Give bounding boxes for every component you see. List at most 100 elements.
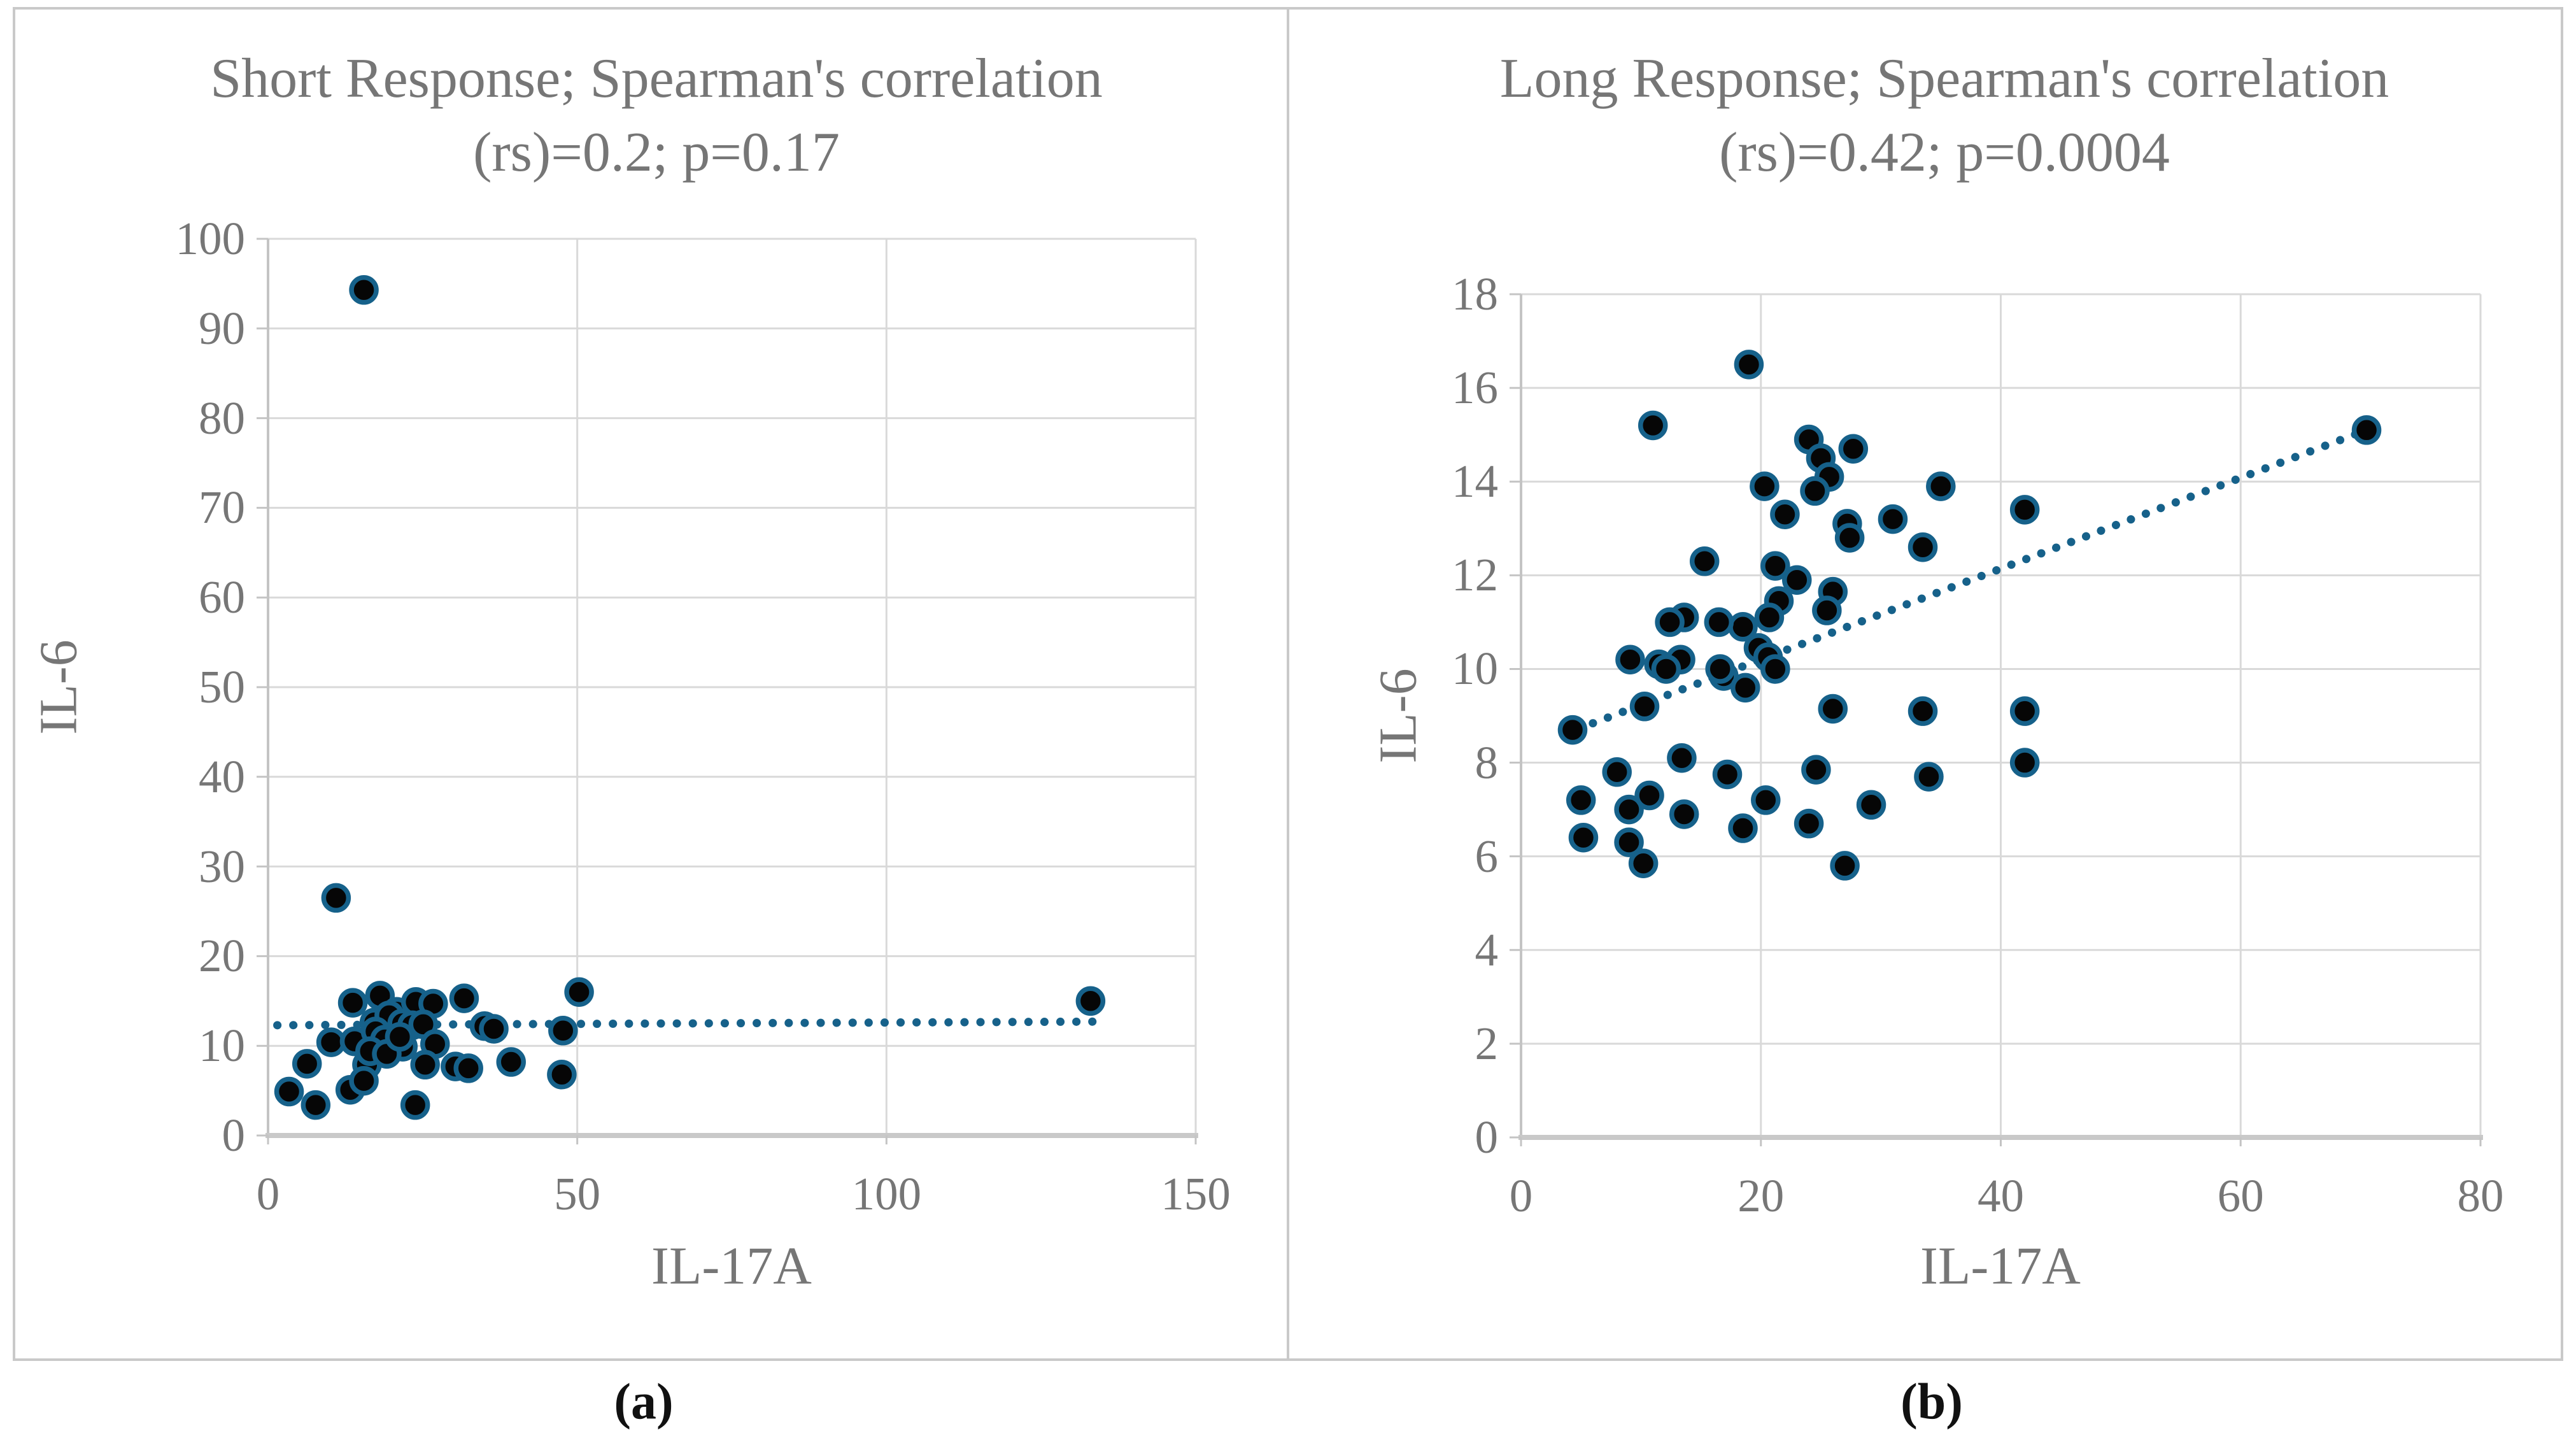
y-tick-label-a-40: 40: [199, 750, 245, 802]
chart-b-ylabel: IL-6: [1368, 668, 1428, 764]
y-tick-label-b-18: 18: [1452, 268, 1498, 320]
data-point-b-12: [1878, 504, 1908, 534]
data-point-b-37: [1629, 692, 1660, 722]
data-point-b-40: [1907, 696, 1938, 726]
data-point-b-18: [1782, 565, 1812, 595]
y-tick-label-a-90: 90: [199, 302, 245, 354]
x-tick-label-b-0: 0: [1509, 1170, 1533, 1221]
data-point-b-8: [1800, 476, 1830, 506]
data-point-b-7: [1750, 471, 1780, 501]
data-point-a-4: [337, 988, 368, 1018]
data-point-a-2: [1075, 986, 1106, 1016]
chart-a-title-line2: (rs)=0.2; p=0.17: [473, 122, 840, 184]
caption-a: (a): [614, 1374, 674, 1430]
y-tick-label-b-10: 10: [1452, 643, 1498, 695]
chart-b-xlabel: IL-17A: [1920, 1236, 2081, 1296]
x-tick-label-a-50: 50: [554, 1168, 601, 1220]
y-tick-label-a-50: 50: [199, 661, 245, 713]
data-point-b-58: [1628, 848, 1659, 878]
x-tick-label-a-100: 100: [851, 1168, 922, 1220]
data-point-a-0: [349, 275, 379, 305]
data-point-b-27: [1615, 644, 1645, 674]
data-point-a-39: [385, 1022, 415, 1052]
y-tick-label-b-14: 14: [1452, 455, 1498, 508]
data-point-b-39: [1818, 694, 1848, 724]
data-point-b-13: [1926, 471, 1956, 501]
data-point-a-9: [449, 983, 479, 1013]
data-point-b-24: [1655, 607, 1685, 637]
x-tick-label-b-80: 80: [2457, 1170, 2504, 1221]
data-point-b-1: [1638, 410, 1668, 441]
x-tick-label-a-150: 150: [1161, 1168, 1231, 1220]
chart-a-ylabel: IL-6: [29, 639, 88, 735]
x-tick-label-a-0: 0: [256, 1168, 280, 1220]
data-point-b-48: [1566, 785, 1596, 815]
data-point-b-59: [1830, 851, 1860, 881]
y-tick-label-a-60: 60: [199, 571, 245, 623]
data-point-a-3: [564, 977, 594, 1007]
y-tick-label-b-4: 4: [1475, 923, 1499, 976]
chart-a-title-line1: Short Response; Spearman's correlation: [210, 48, 1103, 110]
data-point-b-22: [1704, 607, 1734, 637]
data-point-b-17: [1760, 551, 1790, 581]
data-point-b-43: [1602, 757, 1632, 787]
data-point-b-50: [1634, 780, 1664, 811]
data-point-b-30: [1651, 654, 1681, 684]
data-point-b-14: [2009, 495, 2040, 525]
data-point-b-35: [1760, 654, 1790, 684]
data-point-b-52: [1751, 785, 1781, 815]
data-point-b-42: [1667, 743, 1697, 773]
data-point-b-46: [1914, 762, 1944, 792]
y-tick-label-a-70: 70: [199, 481, 245, 534]
y-tick-label-a-10: 10: [199, 1020, 245, 1072]
data-point-b-51: [1669, 799, 1699, 829]
x-tick-label-b-60: 60: [2217, 1170, 2264, 1221]
trendline-b: [1559, 425, 2371, 739]
y-tick-label-b-12: 12: [1452, 549, 1498, 601]
y-tick-label-b-6: 6: [1475, 830, 1499, 882]
data-point-b-36: [1705, 654, 1735, 684]
data-point-b-53: [1728, 813, 1758, 843]
data-point-b-16: [1689, 546, 1720, 576]
y-tick-label-b-8: 8: [1475, 736, 1499, 788]
data-point-a-29: [547, 1060, 577, 1090]
data-point-b-15: [1907, 532, 1938, 562]
chart-b-title: Long Response; Spearman's correlation (r…: [1500, 42, 2389, 190]
data-point-a-23: [292, 1049, 322, 1079]
caption-b: (b): [1900, 1374, 1963, 1430]
y-tick-label-b-2: 2: [1475, 1017, 1499, 1069]
data-point-b-56: [1568, 822, 1599, 853]
chart-b-title-line2: (rs)=0.42; p=0.0004: [1719, 122, 2170, 184]
y-tick-label-b-0: 0: [1475, 1111, 1499, 1163]
data-point-a-34: [400, 1090, 430, 1120]
data-point-b-9: [1770, 499, 1800, 529]
data-point-b-5: [1838, 434, 1869, 464]
data-point-b-44: [1712, 759, 1743, 790]
y-tick-label-a-80: 80: [199, 392, 245, 444]
data-point-b-11: [1834, 523, 1865, 553]
chart-b-title-line1: Long Response; Spearman's correlation: [1499, 48, 2389, 110]
data-point-b-26: [1812, 595, 1842, 625]
data-point-b-20: [1754, 602, 1785, 632]
y-tick-label-b-16: 16: [1452, 362, 1498, 414]
data-point-a-28: [496, 1047, 526, 1077]
data-point-a-30: [274, 1076, 304, 1107]
data-point-a-27: [453, 1053, 483, 1083]
x-tick-label-b-40: 40: [1978, 1170, 2024, 1221]
data-point-b-54: [1794, 808, 1824, 839]
data-point-b-49: [1614, 794, 1644, 825]
data-point-b-57: [1614, 827, 1644, 857]
data-point-a-25: [410, 1050, 440, 1080]
chart-a-xlabel: IL-17A: [651, 1236, 812, 1296]
data-point-a-21: [479, 1014, 509, 1044]
y-tick-label-a-20: 20: [199, 930, 245, 982]
data-point-b-55: [1856, 790, 1886, 820]
data-point-b-2: [2351, 415, 2382, 445]
chart-a-title: Short Response; Spearman's correlation (…: [210, 42, 1103, 190]
data-point-b-0: [1734, 350, 1764, 380]
data-point-b-32: [1730, 673, 1760, 703]
y-tick-label-a-0: 0: [222, 1109, 246, 1161]
data-point-a-33: [349, 1065, 379, 1096]
